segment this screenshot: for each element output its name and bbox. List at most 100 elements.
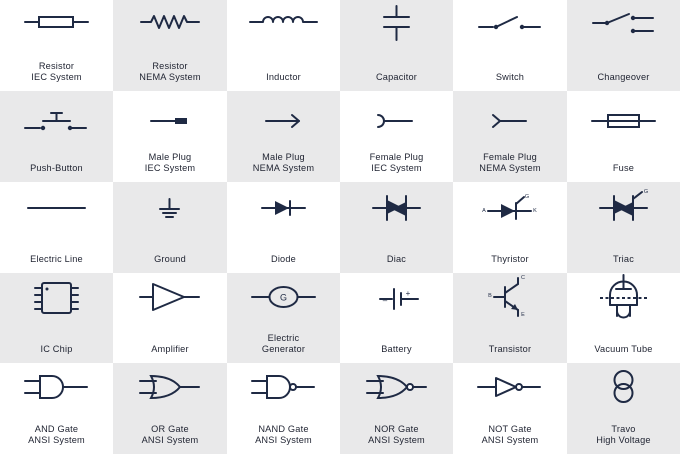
symbol-label-line: Changeover — [597, 71, 650, 82]
symbol-mark: – — [383, 296, 388, 305]
symbol-label-line: Male Plug — [148, 152, 192, 162]
symbol-cell-ground: Ground — [113, 182, 227, 273]
symbol-cell-electric-generator: G Electric Generator — [227, 273, 340, 363]
symbol-label-line: Fuse — [612, 162, 635, 173]
symbol-label-line: Ground — [154, 253, 186, 264]
symbol-mark: + — [406, 289, 411, 298]
symbol-label-line: ANSI System — [368, 434, 425, 445]
symbol-cell-triac: G Triac — [567, 182, 680, 273]
symbol-label-line: Diode — [270, 253, 296, 264]
battery-icon: –+ — [340, 273, 453, 333]
symbol-cell-changeover: Changeover — [567, 0, 680, 91]
electric-line-icon — [0, 182, 113, 242]
symbol-label-line: Resistor — [152, 61, 188, 71]
symbol-label: Travo High Voltage — [567, 424, 680, 445]
symbol-label-line: Female Plug — [483, 152, 537, 162]
symbol-label-line: ANSI System — [141, 434, 199, 445]
symbol-label-line: NEMA System — [139, 71, 201, 82]
symbol-label-line: High Voltage — [596, 434, 651, 445]
symbol-label-line: IEC System — [371, 162, 422, 173]
symbol-label-line: IC Chip — [40, 343, 73, 354]
not-gate-icon — [453, 363, 566, 423]
symbol-mark: G — [525, 194, 529, 200]
symbol-label-line: AND Gate — [34, 424, 79, 434]
vacuum-tube-icon — [567, 273, 680, 333]
symbol-label-line: NOR Gate — [374, 424, 419, 434]
transistor-icon: B C E — [488, 275, 525, 318]
symbol-label-line: NEMA System — [479, 162, 541, 173]
symbol-mark: G — [280, 293, 287, 303]
symbol-label: Resistor NEMA System — [113, 61, 227, 82]
nand-gate-icon — [227, 363, 340, 423]
inductor-icon — [227, 0, 340, 60]
symbol-label: Triac — [567, 254, 680, 265]
symbol-label: Thyristor — [453, 254, 567, 265]
thyristor-icon: A K G — [482, 194, 537, 242]
symbol-label-line: Diac — [386, 253, 407, 264]
fuse-icon — [567, 91, 680, 151]
symbol-label-line: Resistor — [38, 61, 75, 71]
symbol-label: Female Plug IEC System — [340, 152, 453, 173]
symbol-label-line: Capacitor — [375, 71, 418, 82]
symbol-label-line: Switch — [495, 71, 525, 82]
symbol-label-line: Electric Line — [30, 253, 83, 264]
symbol-label-line: NEMA System — [252, 162, 315, 173]
male-plug-nema-icon — [227, 91, 340, 151]
symbol-label: Inductor — [227, 72, 340, 83]
symbol-cell-not-gate: NOT Gate ANSI System — [453, 363, 567, 454]
symbol-label-line: Vacuum Tube — [594, 343, 653, 354]
symbol-mark: G — [644, 189, 648, 195]
symbol-label-line: IEC System — [31, 71, 82, 82]
symbol-mark: A — [482, 208, 486, 214]
male-plug-iec-icon — [113, 118, 187, 124]
triac-icon: G — [567, 189, 648, 242]
symbol-label-line: IEC System — [144, 162, 196, 173]
changeover-icon — [567, 0, 680, 34]
symbol-label-line: Generator — [261, 343, 306, 354]
symbol-label-line: Thyristor — [491, 253, 529, 264]
symbol-label-line: ANSI System — [481, 434, 539, 445]
symbol-label-line: Triac — [612, 253, 635, 264]
resistor-iec-icon — [0, 0, 113, 60]
symbol-label: NOT Gate ANSI System — [453, 424, 567, 445]
symbol-label: Female Plug NEMA System — [453, 152, 567, 173]
symbol-cell-push-button: Push-Button — [0, 91, 113, 182]
symbol-cell-male-plug-iec: Male Plug IEC System — [113, 91, 227, 182]
or-gate-icon — [113, 363, 226, 423]
symbol-label-line: ANSI System — [255, 434, 312, 445]
symbol-cell-or-gate: OR Gate ANSI System — [113, 363, 227, 454]
symbol-label: Switch — [453, 72, 567, 83]
female-plug-iec-icon — [340, 91, 453, 151]
symbol-cell-thyristor: A K G Thyristor — [453, 182, 567, 273]
symbol-label-line: Push-Button — [30, 162, 83, 173]
symbol-label: AND Gate ANSI System — [0, 424, 113, 445]
symbol-cell-ic-chip: IC Chip — [0, 273, 113, 363]
resistor-nema-icon — [113, 0, 226, 60]
symbol-cell-fuse: Fuse — [567, 91, 680, 182]
symbol-label-line: Travo — [611, 424, 636, 434]
amplifier-icon — [113, 273, 226, 333]
symbol-label-line: Electric — [267, 333, 300, 343]
female-plug-nema-icon — [453, 91, 566, 151]
symbol-cell-battery: – + Battery — [340, 273, 453, 363]
symbol-label: Electric Line — [0, 254, 113, 265]
symbol-label: Push-Button — [0, 163, 113, 174]
symbol-label: Diode — [227, 254, 340, 265]
symbol-label-line: Male Plug — [262, 152, 305, 162]
symbol-cell-capacitor: Capacitor — [340, 0, 453, 91]
symbol-label-line: Inductor — [266, 71, 301, 82]
symbol-cell-female-plug-iec: Female Plug IEC System — [340, 91, 453, 182]
symbol-label-line: OR Gate — [151, 424, 189, 434]
symbol-label: Changeover — [567, 72, 680, 83]
symbol-cell-amplifier: Amplifier — [113, 273, 227, 363]
symbol-label-line: Battery — [381, 343, 412, 354]
symbol-cell-inductor: Inductor — [227, 0, 340, 91]
symbol-cell-electric-line: Electric Line — [0, 182, 113, 273]
symbol-label: Resistor IEC System — [0, 61, 113, 82]
symbol-mark: K — [533, 208, 537, 214]
symbol-mark: B — [488, 293, 492, 299]
symbol-cell-travo: Travo High Voltage — [567, 363, 680, 454]
switch-icon — [453, 0, 566, 30]
electric-generator-icon: G — [227, 273, 340, 333]
